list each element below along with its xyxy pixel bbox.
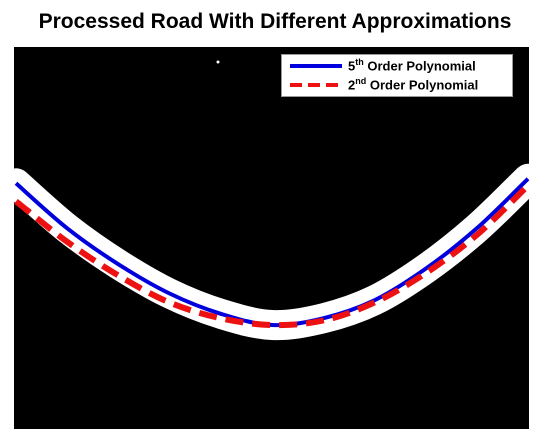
- legend-label: 5th Order Polynomial: [348, 57, 476, 74]
- series-line-fifth-order: [14, 177, 530, 328]
- legend-item-fifth-order: 5th Order Polynomial: [282, 56, 512, 76]
- legend: 5th Order Polynomial 2nd Order Polynomia…: [281, 54, 513, 97]
- legend-item-second-order: 2nd Order Polynomial: [282, 75, 512, 95]
- legend-label: 2nd Order Polynomial: [348, 76, 479, 93]
- chart-title: Processed Road With Different Approximat…: [38, 10, 512, 33]
- legend-swatch-dashed: [290, 83, 342, 87]
- legend-swatch-solid: [290, 64, 342, 68]
- noise-speck: [216, 60, 220, 64]
- series-layer: [14, 177, 531, 329]
